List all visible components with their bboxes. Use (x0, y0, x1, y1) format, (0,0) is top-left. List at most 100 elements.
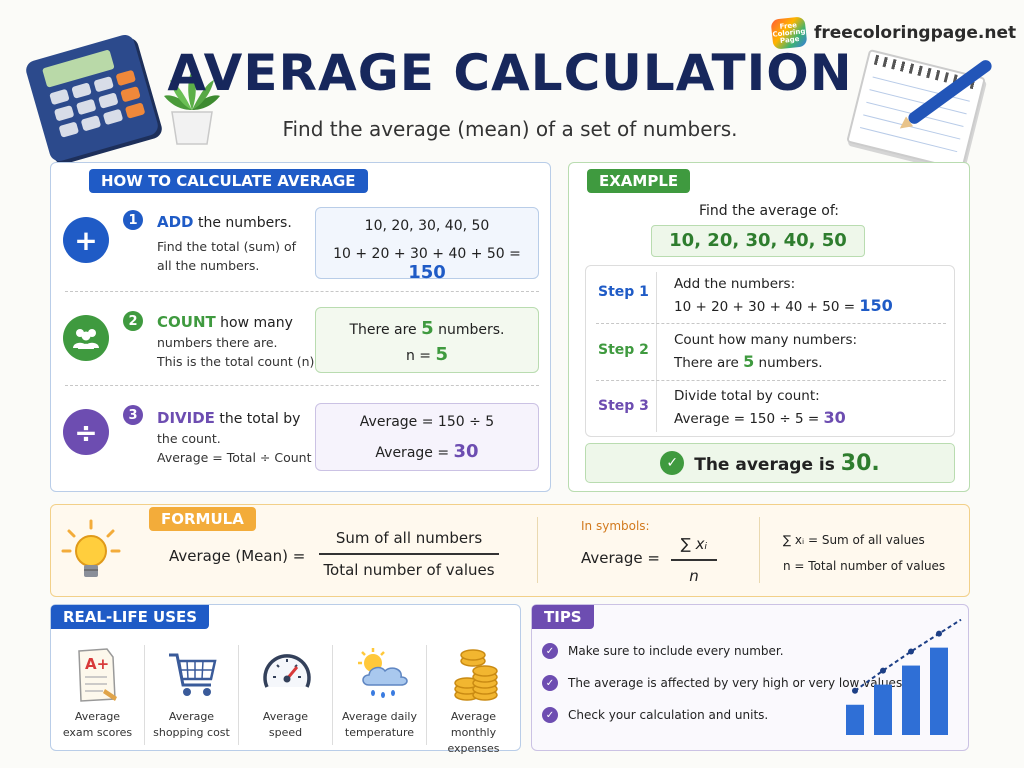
divider (759, 517, 760, 583)
tip-item: ✓ Check your calculation and units. (542, 707, 768, 723)
how-to-panel: HOW TO CALCULATE AVERAGE + 1 ADD the num… (50, 162, 551, 492)
divider (65, 291, 539, 292)
fraction-bar (671, 559, 717, 561)
step-heading: COUNT how many (157, 313, 293, 331)
check-icon: ✓ (660, 451, 685, 475)
check-icon: ✓ (542, 643, 558, 659)
example-step-text: Divide total by count: Average = 150 ÷ 5… (674, 386, 846, 430)
divide-icon: ÷ (63, 409, 109, 455)
uses-panel: REAL-LIFE USES A+ Average exam scores Ave… (50, 604, 521, 755)
tip-text: The average is affected by very high or … (568, 676, 907, 690)
step-desc-line: Average = Total ÷ Count (157, 450, 312, 465)
average-value: 30 (453, 441, 479, 462)
tip-item: ✓ Make sure to include every number. (542, 643, 784, 659)
use-caption-line: exam scores (62, 726, 133, 739)
step-number: 3 (123, 405, 143, 425)
use-caption-line: shopping cost (153, 726, 230, 739)
example-step-expression: There are (674, 355, 744, 371)
n-value: 5 (435, 344, 449, 365)
tips-panel: TIPS ✓ Make sure to include every number.… (531, 604, 969, 751)
trend-line (854, 619, 962, 692)
example-numbers: 10, 20, 30, 40, 50 (651, 225, 865, 257)
step-heading-rest: the numbers. (193, 215, 292, 231)
people-icon (63, 315, 109, 361)
use-caption-line: speed (268, 726, 303, 739)
example-steps: Step 1 Add the numbers: 10 + 20 + 30 + 4… (585, 265, 955, 437)
divide-expression: Average = 150 ÷ 5 (359, 414, 495, 430)
step-heading: ADD the numbers. (157, 213, 292, 231)
symbol-fraction: ∑ xᵢ n (671, 535, 717, 585)
number-set: 10, 20, 30, 40, 50 (364, 218, 490, 234)
formula-numerator: Sum of all numbers (335, 529, 483, 547)
brand: Free Coloring Page freecoloringpage.net (770, 16, 1016, 50)
example-step-value: 150 (859, 296, 893, 315)
example-result: ✓ The average is 30. (585, 443, 955, 483)
weather-icon (358, 648, 408, 698)
check-icon: ✓ (542, 707, 558, 723)
example-step-result: Average = 150 ÷ 5 = 30 (674, 407, 846, 430)
n-line: n = 5 (316, 344, 538, 365)
divide-box: Average = 150 ÷ 5 Average = 30 (315, 403, 539, 471)
example-intro: Find the average of: (698, 203, 840, 219)
use-item-speed: Average speed (239, 643, 332, 747)
example-step-label: Step 3 (598, 398, 649, 414)
example-step-text: Count how many numbers: There are 5 numb… (674, 330, 857, 374)
use-caption-line: Average (74, 710, 121, 723)
n-expression: n = (405, 348, 436, 364)
use-caption-line: Average daily (341, 710, 417, 723)
grade-text: A+ (85, 655, 109, 673)
use-caption-line: Average (262, 710, 309, 723)
chart-bar (846, 704, 864, 735)
example-step-row: Step 1 Add the numbers: 10 + 20 + 30 + 4… (586, 266, 954, 324)
step-desc-line: the count. (157, 431, 221, 446)
divider (537, 517, 538, 583)
step-keyword: COUNT (157, 313, 216, 331)
formula-panel: FORMULA Average (Mean) = Sum of all numb… (50, 504, 970, 597)
sum-value: 150 (408, 262, 446, 283)
lightbulb-icon (61, 519, 121, 577)
step-heading-rest: the total by (214, 411, 301, 427)
divider (238, 645, 239, 745)
divider (596, 380, 946, 381)
use-caption: Average exam scores (51, 709, 144, 741)
symbol-legend-2: n = Total number of values (783, 559, 946, 573)
symbol-denominator: n (689, 566, 699, 585)
example-step-text: Add the numbers: 10 + 20 + 30 + 40 + 50 … (674, 274, 893, 318)
example-step-expression: Average = 150 ÷ 5 = (674, 411, 824, 427)
coins-icon (454, 649, 498, 701)
example-step-row: Step 3 Divide total by count: Average = … (586, 380, 954, 436)
step-description: Find the total (sum) of all the numbers. (157, 237, 296, 275)
tip-text: Make sure to include every number. (568, 644, 784, 658)
use-caption-line: Average monthly (450, 710, 497, 739)
symbols-label: In symbols: (581, 519, 650, 533)
step-heading: DIVIDE the total by (157, 409, 300, 427)
count-box: There are 5 numbers. n = 5 (315, 307, 539, 373)
example-step-expression: 10 + 20 + 30 + 40 + 50 = (674, 299, 860, 315)
uses-tag: REAL-LIFE USES (51, 605, 210, 629)
symbol-lhs: Average = (581, 549, 660, 567)
growth-chart-icon (846, 619, 962, 735)
step-keyword: DIVIDE (157, 409, 215, 427)
average-line: Average = 30 (316, 441, 538, 462)
divider (144, 645, 145, 745)
sum-box: 10, 20, 30, 40, 50 10 + 20 + 30 + 40 + 5… (315, 207, 539, 283)
trend-point (936, 630, 942, 637)
shopping-cart-icon (169, 653, 217, 696)
plant-icon (164, 70, 220, 145)
step-desc-line: all the numbers. (157, 258, 260, 273)
use-caption-line: temperature (344, 726, 415, 739)
example-step-label: Step 1 (598, 284, 649, 300)
symbol-numerator: ∑ xᵢ (680, 535, 708, 553)
result-prefix: The average is (694, 454, 841, 475)
step-description: the count. Average = Total ÷ Count (157, 429, 312, 467)
example-step-label: Step 2 (598, 342, 649, 358)
step-number: 2 (123, 311, 143, 331)
divider (332, 645, 333, 745)
example-step-line: Count how many numbers: (674, 332, 858, 348)
how-to-tag: HOW TO CALCULATE AVERAGE (89, 169, 368, 193)
step-description: numbers there are. This is the total cou… (157, 333, 318, 371)
count-value: 5 (421, 318, 434, 339)
use-item-exam: A+ Average exam scores (51, 643, 144, 747)
fraction-bar (319, 553, 499, 555)
trend-point (852, 687, 858, 694)
